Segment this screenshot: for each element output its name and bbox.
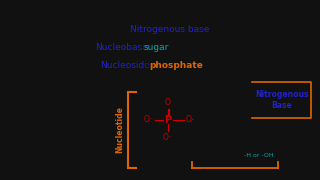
Text: O-: O-	[186, 116, 195, 125]
Text: Nucleobase: Nucleobase	[265, 72, 306, 78]
Text: H: H	[220, 133, 226, 139]
Text: Nucleoside: Nucleoside	[214, 174, 256, 180]
Text: C: C	[232, 133, 237, 142]
Text: Nucleotide: Nucleotide	[116, 107, 124, 153]
Text: Nucleoside =: Nucleoside =	[57, 44, 120, 53]
Text: O⁻: O⁻	[163, 133, 173, 142]
Text: CH₂: CH₂	[207, 95, 220, 101]
Text: C: C	[207, 116, 212, 125]
Text: OH: OH	[207, 153, 219, 162]
Text: •: •	[50, 25, 56, 35]
Text: Nucleobase (C, U, T, A, G) =: Nucleobase (C, U, T, A, G) =	[57, 26, 187, 35]
Text: phosphate: phosphate	[149, 62, 203, 71]
Text: Nucleobase: Nucleobase	[95, 44, 148, 53]
Text: Nitrogenous
Base: Nitrogenous Base	[255, 90, 308, 110]
Text: Nucleotide =: Nucleotide =	[57, 62, 119, 71]
Text: X: X	[235, 153, 240, 162]
Text: Nitrogenous base: Nitrogenous base	[130, 26, 209, 35]
Text: -H or -OH: -H or -OH	[244, 153, 274, 158]
Text: sugar: sugar	[144, 44, 169, 53]
Text: H: H	[225, 133, 230, 139]
Bar	[0, 0, 40, 180]
Text: C: C	[213, 133, 218, 142]
Text: O: O	[222, 97, 228, 106]
Text: Nucleotide Nomenclature: Nucleotide Nomenclature	[69, 6, 299, 21]
Text: •: •	[50, 43, 56, 53]
Text: Nucleoside: Nucleoside	[100, 62, 150, 71]
Text: +: +	[141, 62, 154, 71]
Text: O⁻: O⁻	[143, 116, 153, 125]
Text: C: C	[237, 116, 243, 125]
Text: P: P	[164, 115, 172, 125]
Text: O: O	[165, 98, 171, 107]
Text: +: +	[136, 44, 149, 53]
Text: •: •	[50, 61, 56, 71]
